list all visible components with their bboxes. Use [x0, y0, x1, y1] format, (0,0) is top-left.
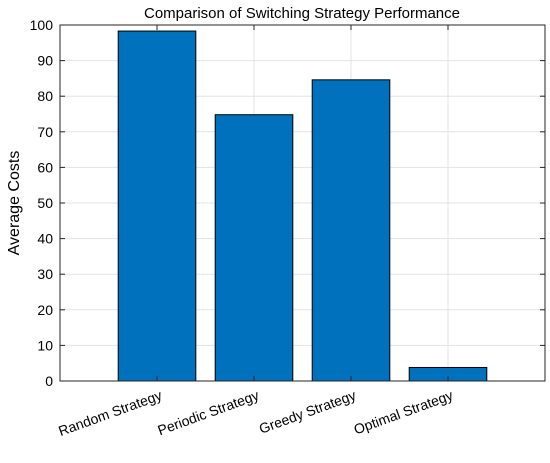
y-tick-label: 0	[45, 373, 53, 389]
y-tick-label: 60	[37, 159, 53, 175]
chart-title: Comparison of Switching Strategy Perform…	[144, 5, 460, 22]
y-tick-label: 30	[37, 266, 53, 282]
y-tick-label: 10	[37, 337, 53, 353]
y-tick-label: 50	[37, 195, 53, 211]
bar-random-strategy	[117, 30, 197, 382]
y-tick-label: 100	[30, 17, 54, 33]
y-tick-labels: 0 10 20 30 40 50 60 70 80 90 100	[30, 17, 54, 389]
y-tick-label: 80	[37, 88, 53, 104]
y-tick-label: 20	[37, 302, 53, 318]
bar-greedy-strategy	[311, 79, 391, 382]
y-axis-label: Average Costs	[6, 151, 23, 256]
y-tick-label: 40	[37, 231, 53, 247]
y-tick-label: 70	[37, 124, 53, 140]
bar-periodic-strategy	[214, 114, 294, 382]
bars	[117, 30, 488, 382]
ticks	[60, 24, 545, 382]
y-tick-label: 90	[37, 53, 53, 69]
